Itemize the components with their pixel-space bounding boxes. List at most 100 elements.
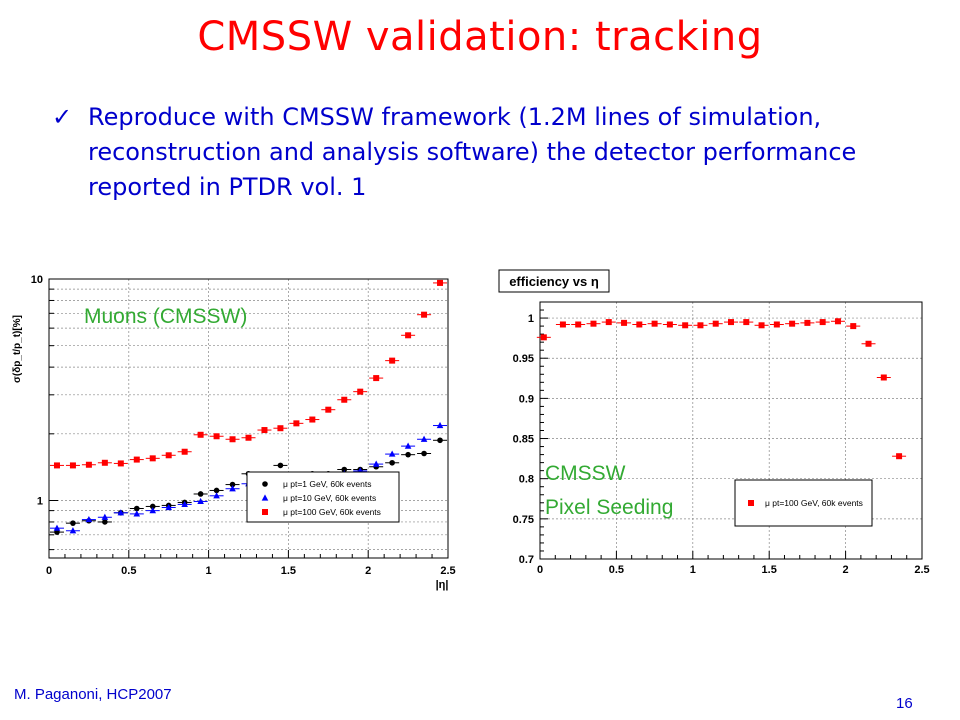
data-point bbox=[53, 462, 60, 469]
data-point bbox=[712, 320, 719, 327]
data-point bbox=[789, 320, 796, 327]
y-tick-label: 1 bbox=[37, 495, 43, 507]
data-point bbox=[149, 507, 157, 514]
data-point bbox=[436, 421, 444, 429]
data-point bbox=[117, 460, 124, 467]
legend-box bbox=[734, 479, 873, 527]
data-point bbox=[621, 319, 628, 326]
data-point bbox=[697, 322, 704, 329]
efficiency-plot: efficiency vs η 0 0.5 1 1.5 2 2.5 0.7 0.75 0.8 0.8… bbox=[487, 262, 935, 580]
data-point bbox=[341, 396, 348, 403]
data-point bbox=[666, 321, 673, 328]
data-point bbox=[165, 452, 172, 459]
data-point bbox=[85, 515, 93, 523]
data-point bbox=[102, 519, 108, 525]
data-point bbox=[213, 487, 220, 494]
efficiency-chart-svg: efficiency vs η 0 0.5 1 1.5 2 2.5 0.7 0.75 0.8 0.8… bbox=[487, 262, 935, 580]
data-point bbox=[540, 334, 547, 341]
legend-marker bbox=[262, 509, 268, 515]
x-tick-label: 0.5 bbox=[121, 565, 136, 577]
legend-box bbox=[246, 471, 400, 523]
x-tick-label: 0 bbox=[46, 565, 52, 577]
y-tick-label: 0.7 bbox=[519, 554, 534, 566]
y-tick-label: 0.9 bbox=[519, 393, 534, 405]
data-point bbox=[277, 462, 284, 469]
data-point bbox=[636, 321, 643, 328]
checkmark-icon: ✓ bbox=[52, 103, 73, 131]
data-point bbox=[229, 481, 236, 488]
data-point bbox=[850, 323, 857, 330]
data-point bbox=[197, 491, 204, 497]
data-point bbox=[133, 510, 141, 517]
data-point bbox=[53, 524, 61, 531]
data-point bbox=[70, 520, 76, 526]
y-axis-label: σ(δp_t/p_t)[%] bbox=[12, 315, 23, 383]
muons-annotation: Muons (CMSSW) bbox=[84, 305, 248, 328]
plot-background bbox=[8, 262, 460, 596]
x-tick-label: 2.5 bbox=[914, 564, 929, 576]
data-point bbox=[651, 320, 658, 327]
data-point bbox=[101, 459, 108, 466]
y-tick-label: 1 bbox=[528, 313, 534, 325]
data-point bbox=[85, 461, 92, 468]
data-point bbox=[421, 450, 427, 457]
footer-author: M. Paganoni, HCP2007 bbox=[14, 686, 172, 703]
data-point bbox=[420, 435, 428, 442]
data-point bbox=[213, 433, 220, 440]
legend-label: μ pt=10 GeV, 60k events bbox=[283, 493, 376, 503]
data-point bbox=[758, 322, 765, 329]
slide-title: CMSSW validation: tracking bbox=[197, 14, 763, 60]
bullet-text: Reproduce with CMSSW framework (1.2M lin… bbox=[88, 103, 857, 201]
data-point bbox=[197, 431, 204, 438]
data-point bbox=[133, 456, 140, 463]
y-tick-label: 10 bbox=[31, 274, 43, 286]
x-tick-label: 1.5 bbox=[281, 565, 296, 577]
data-point bbox=[245, 434, 252, 441]
data-point bbox=[834, 318, 841, 325]
x-axis-label: |η| bbox=[436, 579, 449, 591]
data-point bbox=[405, 332, 412, 339]
data-point bbox=[372, 460, 380, 467]
data-point bbox=[388, 450, 396, 457]
data-point bbox=[277, 425, 284, 432]
x-tick-label: 2 bbox=[843, 564, 849, 576]
data-point bbox=[69, 462, 76, 469]
data-point bbox=[896, 453, 903, 460]
data-point bbox=[165, 503, 172, 511]
legend-label: μ pt=1 GeV, 60k events bbox=[283, 479, 371, 489]
data-point bbox=[69, 527, 77, 534]
pixel-seeding-annotation: Pixel Seeding bbox=[545, 496, 674, 519]
title-box bbox=[498, 269, 610, 293]
data-point bbox=[293, 420, 300, 427]
data-point bbox=[149, 455, 156, 462]
resolution-chart-svg: 0 0.5 1 1.5 2 2.5 1 10 |η| σ(δp_t/p_t)[%] μ pt=1 G… bbox=[8, 262, 460, 596]
y-tick-label: 0.75 bbox=[513, 514, 534, 526]
data-point bbox=[325, 406, 332, 413]
data-point bbox=[389, 459, 395, 466]
page-number: 16 bbox=[896, 695, 913, 712]
legend-label: μ pt=100 GeV, 60k events bbox=[765, 498, 863, 508]
data-point bbox=[773, 321, 780, 328]
series-2 bbox=[49, 279, 448, 469]
cmssw-annotation: CMSSW bbox=[545, 462, 626, 485]
legend-marker bbox=[261, 494, 269, 501]
data-point bbox=[117, 509, 125, 516]
data-point bbox=[880, 374, 887, 381]
data-point bbox=[101, 513, 109, 520]
data-point bbox=[819, 319, 826, 326]
series-0 bbox=[536, 318, 907, 460]
data-point bbox=[389, 357, 396, 364]
plot-background bbox=[487, 262, 935, 580]
x-tick-label: 0 bbox=[537, 564, 543, 576]
data-point bbox=[357, 388, 364, 395]
data-point bbox=[743, 319, 750, 326]
data-point bbox=[728, 319, 734, 326]
data-point bbox=[197, 497, 204, 505]
data-point bbox=[682, 322, 689, 329]
data-point bbox=[804, 319, 811, 326]
data-point bbox=[341, 466, 348, 473]
data-point bbox=[181, 500, 188, 508]
data-point bbox=[373, 375, 380, 382]
data-point bbox=[181, 448, 188, 455]
momentum-resolution-plot: 0 0.5 1 1.5 2 2.5 1 10 |η| σ(δp_t/p_t)[%] μ pt=1 G… bbox=[8, 262, 460, 596]
